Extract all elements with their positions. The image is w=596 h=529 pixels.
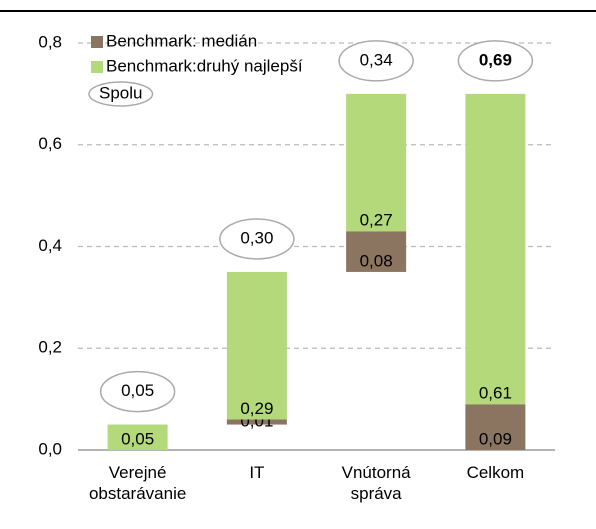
bar-segment — [107, 424, 168, 450]
total-ellipse — [99, 370, 176, 413]
x-tick-label: IT — [249, 463, 265, 482]
x-tick-label: Verejné obstarávanie — [88, 463, 187, 503]
total-label: 0,34 — [360, 50, 393, 69]
total-label: 0,69 — [479, 50, 512, 69]
data-label: 0,05 — [121, 429, 154, 448]
legend-label: Benchmark: medián — [106, 31, 257, 50]
x-tick-label: Celkom — [466, 463, 525, 482]
bar-segment — [465, 93, 526, 405]
data-label: 0,08 — [360, 251, 393, 270]
y-tick-label: 0,0 — [38, 439, 62, 458]
data-label: 0,61 — [479, 384, 512, 403]
data-label: 0,27 — [360, 211, 393, 230]
y-tick-label: 0,6 — [38, 134, 62, 153]
y-tick-label: 0,4 — [38, 236, 62, 255]
total-label: 0,30 — [240, 228, 273, 247]
legend-swatch — [91, 36, 103, 48]
data-label: 0,09 — [479, 429, 512, 448]
total-label: 0,05 — [121, 381, 154, 400]
bar-segment — [226, 271, 287, 420]
legend-label: Benchmark:druhý najlepší — [106, 56, 303, 75]
legend-swatch — [91, 61, 103, 73]
y-tick-label: 0,8 — [38, 32, 62, 51]
bar-segment — [226, 419, 287, 425]
bar-segment — [346, 93, 407, 232]
data-label: 0,29 — [240, 399, 273, 418]
total-ellipse — [338, 40, 414, 82]
bar-segment — [346, 231, 407, 272]
x-tick-label: Vnútorná správa — [341, 463, 411, 503]
legend-label: Spolu — [99, 83, 142, 102]
bar-segment — [465, 404, 526, 450]
total-ellipse — [457, 40, 534, 82]
total-ellipse — [219, 218, 295, 260]
y-tick-label: 0,2 — [38, 338, 62, 357]
legend-ellipse — [88, 81, 154, 107]
